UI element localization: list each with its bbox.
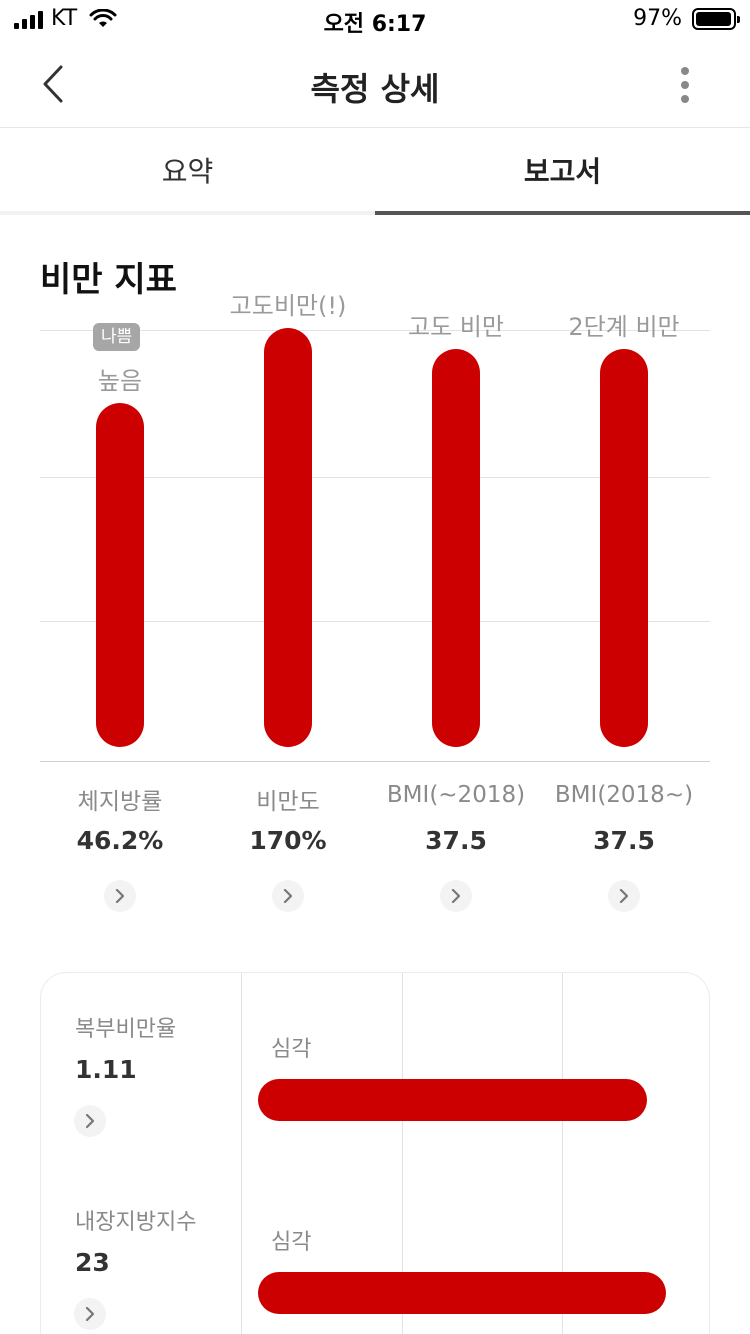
chevron-right-icon: [451, 888, 461, 904]
detail-button[interactable]: [608, 880, 640, 912]
category-label: 체지방률: [77, 789, 163, 815]
category-label: 비만도: [256, 789, 320, 815]
page-title: 측정 상세: [310, 70, 440, 108]
chart-baseline: [40, 761, 710, 762]
back-button[interactable]: [28, 58, 78, 110]
metric-bar: [258, 1079, 647, 1121]
chart-bar: [600, 348, 648, 747]
tab-divider: [0, 211, 375, 215]
card-gridline: [241, 973, 242, 1334]
metric-label: 내장지방지수: [75, 1210, 197, 1235]
tab-report[interactable]: 보고서: [523, 155, 602, 188]
detail-button[interactable]: [74, 1105, 106, 1137]
more-vertical-icon: [681, 67, 689, 103]
metric-label: 복부비만율: [75, 1017, 177, 1042]
chart-bar: [96, 403, 144, 747]
chart-bar: [264, 328, 312, 747]
chevron-right-icon: [85, 1113, 95, 1129]
bar-level-label: 높음: [97, 367, 143, 396]
metric-value: 23: [75, 1248, 110, 1277]
chart-gridline: [40, 330, 710, 331]
metric-status: 심각: [271, 1230, 312, 1255]
chevron-right-icon: [283, 888, 293, 904]
metric-status: 심각: [271, 1037, 312, 1062]
tab-summary[interactable]: 요약: [161, 155, 214, 188]
signal-icon: [14, 9, 43, 29]
metric-value: 1.11: [75, 1055, 137, 1084]
wifi-icon: [89, 8, 117, 27]
bar-level-label: 고도비만(!): [229, 292, 347, 320]
chart-gridline: [40, 477, 710, 478]
detail-button[interactable]: [272, 880, 304, 912]
detail-button[interactable]: [74, 1298, 106, 1330]
battery-icon: [692, 7, 740, 30]
metric-bar: [258, 1272, 666, 1314]
chart-bar: [432, 348, 480, 747]
chevron-right-icon: [115, 888, 125, 904]
category-value: 170%: [249, 826, 327, 855]
category-value: 37.5: [593, 826, 655, 855]
battery-level: [696, 11, 731, 26]
status-left: KT: [14, 6, 117, 31]
bar-level-label: 고도 비만: [408, 312, 504, 341]
status-right: 97%: [633, 6, 740, 31]
category-value: 37.5: [425, 826, 487, 855]
card-gridline: [402, 973, 403, 1334]
status-bar: KT 오전 6:17 97%: [0, 0, 750, 40]
detail-button[interactable]: [104, 880, 136, 912]
category-label: BMI(~2018): [386, 782, 526, 808]
chevron-right-icon: [619, 888, 629, 904]
abdominal-metrics-card: 복부비만율 1.11 심각 내장지방지수 23 심각: [40, 972, 710, 1334]
category-label: BMI(2018~): [554, 782, 694, 808]
battery-percent: 97%: [633, 6, 682, 31]
carrier-name: KT: [51, 6, 78, 31]
navigation-bar: 측정 상세: [0, 40, 750, 128]
status-badge: 나쁨: [93, 323, 141, 352]
card-gridline: [562, 973, 563, 1334]
category-value: 46.2%: [76, 826, 164, 855]
chevron-right-icon: [85, 1306, 95, 1322]
chart-gridline: [40, 621, 710, 622]
bar-level-label: 2단계 비만: [568, 312, 680, 341]
tab-bar: 요약 보고서: [0, 129, 750, 215]
section-title: 비만 지표: [40, 260, 177, 300]
chevron-left-icon: [43, 65, 63, 103]
tab-active-indicator: [375, 211, 750, 215]
more-options-button[interactable]: [660, 60, 710, 110]
detail-button[interactable]: [440, 880, 472, 912]
